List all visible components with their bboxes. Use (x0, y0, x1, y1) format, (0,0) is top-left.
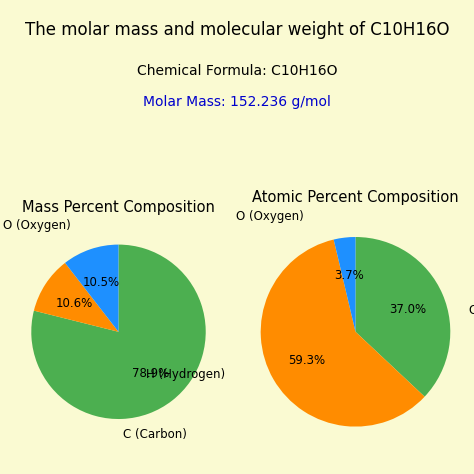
Text: 59.3%: 59.3% (288, 354, 325, 367)
Text: O (Oxygen): O (Oxygen) (3, 219, 71, 232)
Text: O (Oxygen): O (Oxygen) (236, 210, 303, 223)
Text: C (Carbon): C (Carbon) (469, 304, 474, 318)
Text: 10.5%: 10.5% (83, 276, 120, 289)
Text: 78.9%: 78.9% (132, 366, 169, 380)
Wedge shape (65, 245, 118, 332)
Title: Atomic Percent Composition: Atomic Percent Composition (252, 190, 459, 205)
Title: Mass Percent Composition: Mass Percent Composition (22, 200, 215, 215)
Text: H (Hydrogen): H (Hydrogen) (146, 368, 225, 381)
Text: The molar mass and molecular weight of C10H16O: The molar mass and molecular weight of C… (25, 21, 449, 39)
Wedge shape (34, 263, 118, 332)
Wedge shape (261, 239, 425, 427)
Text: Molar Mass: 152.236 g/mol: Molar Mass: 152.236 g/mol (143, 95, 331, 109)
Text: Chemical Formula: C10H16O: Chemical Formula: C10H16O (137, 64, 337, 78)
Text: 3.7%: 3.7% (334, 269, 364, 282)
Text: 10.6%: 10.6% (56, 297, 93, 310)
Wedge shape (334, 237, 356, 332)
Wedge shape (31, 245, 206, 419)
Text: C (Carbon): C (Carbon) (123, 428, 187, 441)
Wedge shape (356, 237, 450, 397)
Text: 37.0%: 37.0% (389, 303, 426, 316)
